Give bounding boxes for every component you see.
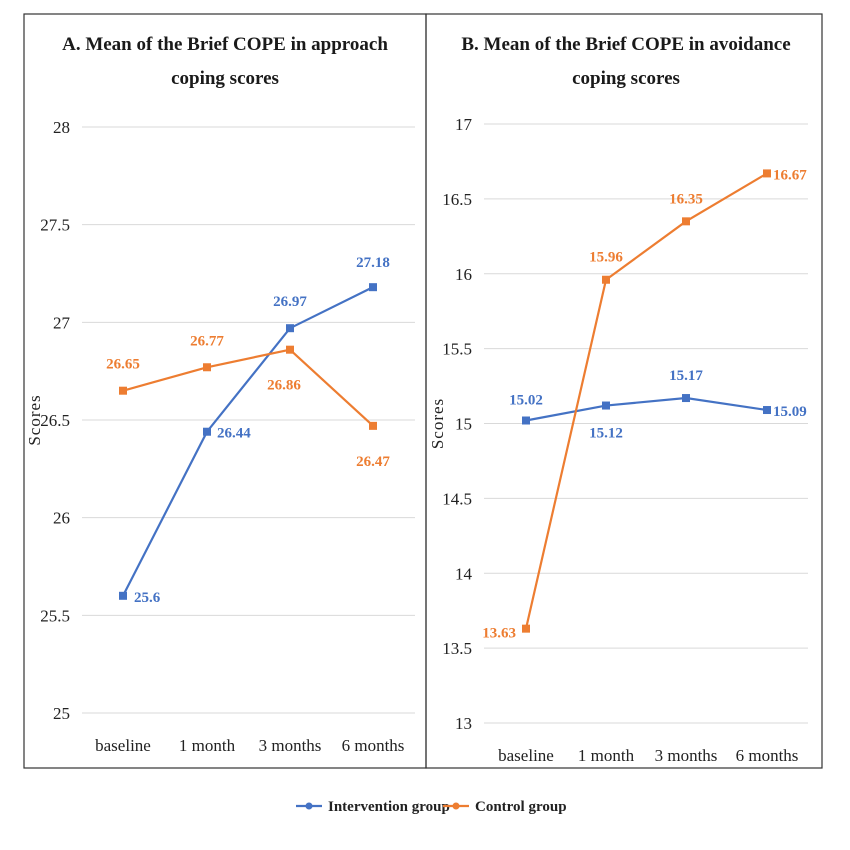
data-label: 15.09 xyxy=(773,404,807,420)
x-tick-label: 1 month xyxy=(179,736,236,755)
data-label: 26.86 xyxy=(267,378,301,394)
data-label: 15.12 xyxy=(589,426,623,442)
y-tick-label: 28 xyxy=(53,118,70,137)
y-axis-label: Scores xyxy=(428,398,447,449)
panel-frame xyxy=(425,13,823,769)
data-label: 26.97 xyxy=(273,294,307,310)
y-tick-label: 27 xyxy=(53,313,71,332)
y-tick-label: 26.5 xyxy=(40,411,70,430)
x-tick-label: baseline xyxy=(498,746,554,765)
data-point xyxy=(119,591,127,600)
data-label: 16.67 xyxy=(773,167,807,183)
y-tick-label: 15 xyxy=(455,415,472,434)
legend-label: Intervention group xyxy=(328,799,450,815)
y-tick-label: 15.5 xyxy=(442,340,472,359)
chart-title-line: A. Mean of the Brief COPE in approach xyxy=(62,34,388,55)
data-point xyxy=(602,275,610,284)
y-tick-label: 25 xyxy=(53,704,70,723)
chart-title-line: B. Mean of the Brief COPE in avoidance xyxy=(461,34,790,55)
legend: Intervention group Control group xyxy=(296,799,567,815)
data-label: 15.02 xyxy=(509,393,543,409)
data-point xyxy=(203,363,211,372)
y-tick-label: 16 xyxy=(455,265,472,284)
data-label: 15.17 xyxy=(669,368,703,384)
chart-panel-approach: A. Mean of the Brief COPE in approach cop… xyxy=(23,13,427,769)
x-tick-label: baseline xyxy=(95,736,151,755)
data-point xyxy=(522,416,530,425)
x-tick-label: 6 months xyxy=(342,736,405,755)
data-point xyxy=(602,401,610,410)
data-point xyxy=(369,421,377,430)
x-tick-label: 3 months xyxy=(655,746,718,765)
x-tick-label: 1 month xyxy=(578,746,635,765)
data-label: 26.65 xyxy=(106,357,140,373)
series-line xyxy=(524,172,768,629)
series-line xyxy=(122,348,374,427)
data-point xyxy=(682,217,690,226)
data-label: 25.6 xyxy=(134,590,161,606)
y-tick-label: 17 xyxy=(455,115,473,134)
x-tick-label: 6 months xyxy=(736,746,799,765)
data-label: 15.96 xyxy=(589,250,623,266)
y-tick-label: 26 xyxy=(53,509,70,528)
legend-marker xyxy=(305,802,313,810)
y-tick-label: 14.5 xyxy=(442,489,472,508)
legend-label: Control group xyxy=(475,799,567,815)
data-point xyxy=(763,406,771,415)
data-label: 26.47 xyxy=(356,454,390,470)
y-tick-label: 13.5 xyxy=(442,639,472,658)
series-line xyxy=(525,396,768,422)
data-point xyxy=(286,324,294,333)
legend-marker xyxy=(452,802,460,810)
series-line xyxy=(122,286,374,597)
y-tick-label: 16.5 xyxy=(442,190,472,209)
chart-panel-avoidance: B. Mean of the Brief COPE in avoidance co… xyxy=(425,13,823,769)
data-point xyxy=(682,394,690,403)
chart-title-line: coping scores xyxy=(171,68,279,89)
data-label: 16.35 xyxy=(669,191,703,207)
data-point xyxy=(369,283,377,292)
data-point xyxy=(763,169,771,178)
data-point xyxy=(203,427,211,436)
chart-title-line: coping scores xyxy=(572,68,680,89)
y-tick-label: 13 xyxy=(455,714,472,733)
y-tick-label: 25.5 xyxy=(40,606,70,625)
y-tick-label: 27.5 xyxy=(40,216,70,235)
x-tick-label: 3 months xyxy=(259,736,322,755)
data-label: 26.44 xyxy=(217,426,251,442)
data-point xyxy=(522,624,530,633)
data-label: 13.63 xyxy=(482,626,516,642)
data-label: 27.18 xyxy=(356,255,390,271)
data-point xyxy=(286,345,294,354)
y-axis-label: Scores xyxy=(25,394,44,445)
data-point xyxy=(119,386,127,395)
y-tick-label: 14 xyxy=(455,564,473,583)
data-label: 26.77 xyxy=(190,333,224,349)
